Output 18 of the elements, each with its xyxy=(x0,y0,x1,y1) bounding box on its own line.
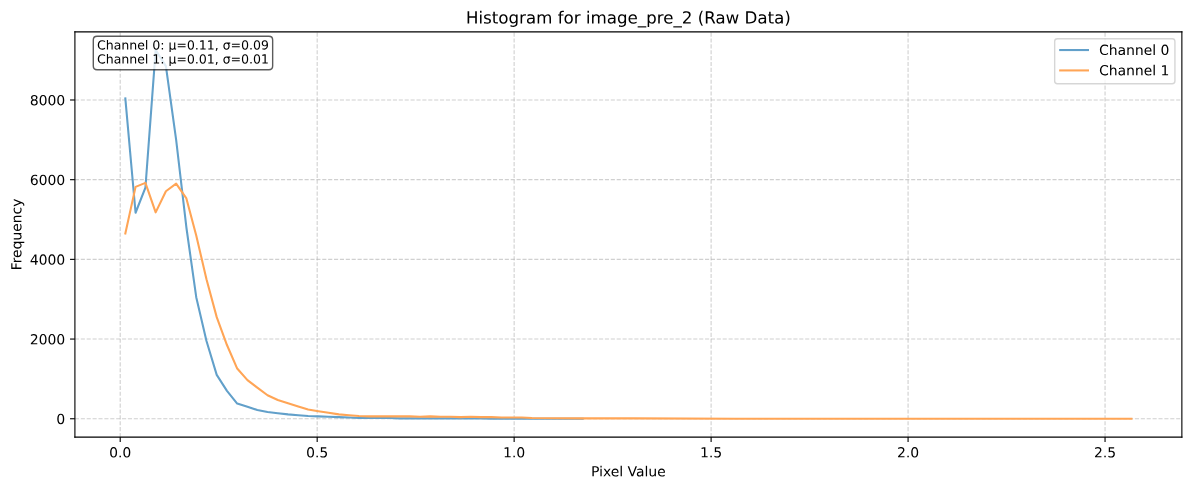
y-tick-label: 2000 xyxy=(30,334,65,345)
x-tick-label: 2.0 xyxy=(898,447,919,458)
x-tick-label: 1.5 xyxy=(701,447,721,458)
chart-title: Histogram for image_pre_2 (Raw Data) xyxy=(467,10,790,28)
line-series xyxy=(124,181,1133,420)
y-tick-label: 8000 xyxy=(30,94,65,106)
x-axis-title: Pixel Value xyxy=(592,465,665,477)
y-tick-label: 4000 xyxy=(30,254,65,265)
legend-label: Channel 1 xyxy=(1099,64,1169,76)
x-tick-label: 1.0 xyxy=(504,447,525,458)
y-tick-label: 0 xyxy=(57,413,65,425)
x-tick-label: 2.5 xyxy=(1095,447,1115,458)
x-tick-label: 0.5 xyxy=(307,447,328,458)
y-axis-title: Frequency xyxy=(11,199,25,269)
legend-label: Channel 0 xyxy=(1099,44,1169,56)
x-tick-label: 0.0 xyxy=(110,447,131,458)
annotation: Channel 0: μ=0.11, σ=0.09 Channel 1: μ=0.01, σ=0.01 xyxy=(97,39,269,67)
y-tick-label: 6000 xyxy=(30,174,65,186)
